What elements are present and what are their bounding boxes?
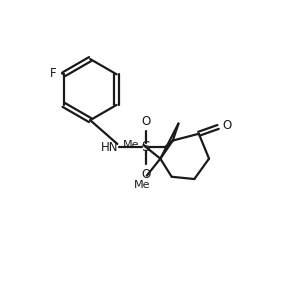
- Text: F: F: [50, 67, 57, 80]
- Text: Me: Me: [123, 140, 139, 150]
- Text: Me: Me: [134, 180, 151, 190]
- Text: O: O: [141, 115, 150, 128]
- Text: S: S: [141, 140, 150, 154]
- Text: O: O: [222, 119, 231, 132]
- Text: HN: HN: [100, 141, 118, 154]
- Text: O: O: [141, 168, 150, 181]
